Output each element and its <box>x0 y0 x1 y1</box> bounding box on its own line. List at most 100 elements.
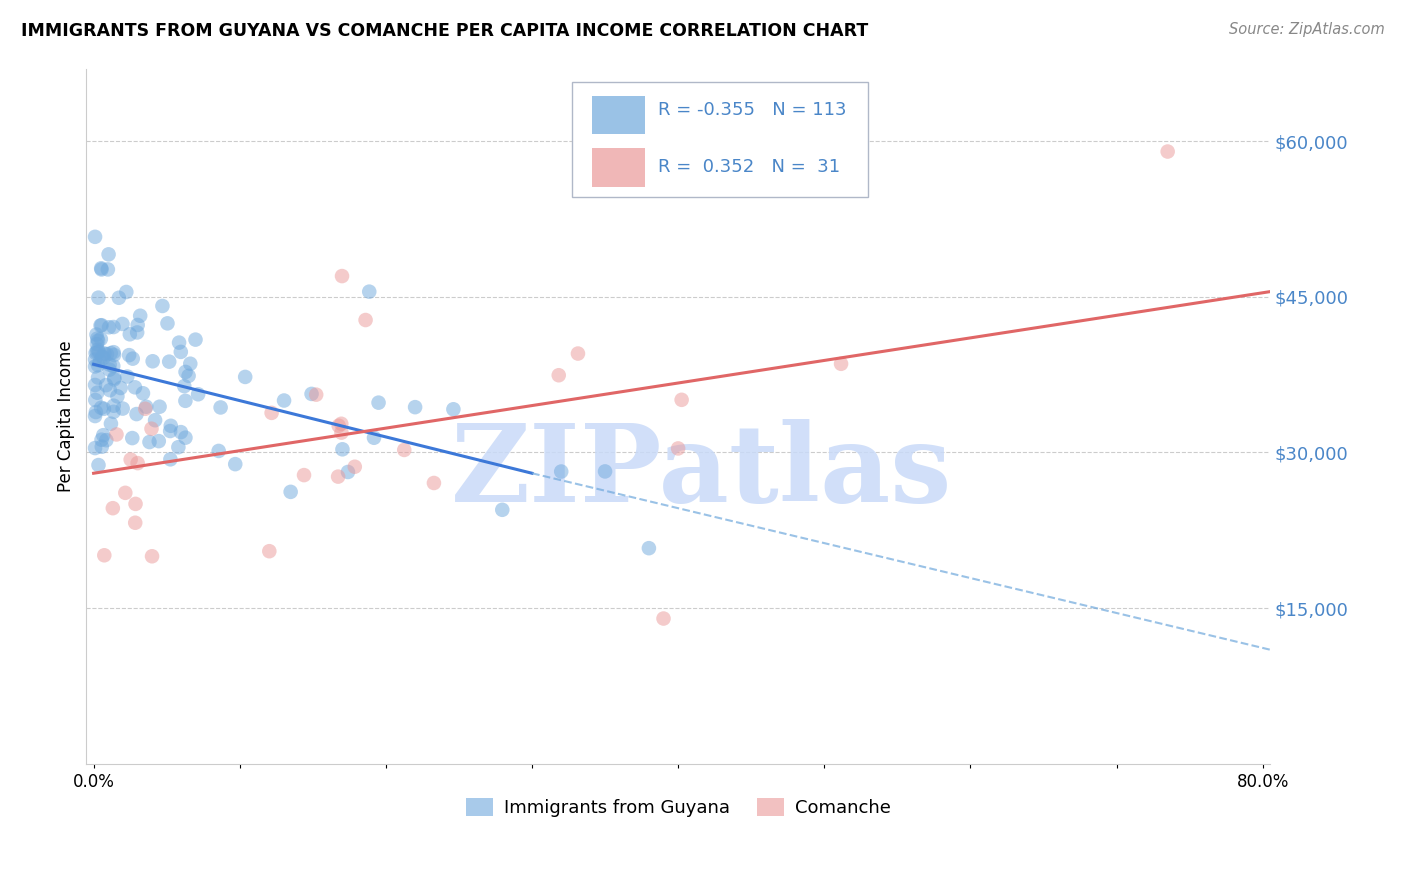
Point <box>330 268 353 283</box>
Point <box>124 380 146 394</box>
Point <box>652 611 675 625</box>
Point <box>170 344 193 359</box>
Point <box>491 503 513 517</box>
Point <box>86 343 108 357</box>
Point <box>87 370 110 384</box>
Point <box>124 516 146 530</box>
Text: Source: ZipAtlas.com: Source: ZipAtlas.com <box>1229 22 1385 37</box>
Point <box>441 402 464 417</box>
Point <box>86 385 108 400</box>
Point <box>127 456 149 470</box>
Point <box>84 441 107 455</box>
Point <box>292 468 315 483</box>
Point <box>84 230 107 244</box>
Point <box>157 354 180 368</box>
Point <box>120 452 142 467</box>
Point <box>141 549 163 564</box>
Point <box>187 387 209 401</box>
Point <box>143 413 166 427</box>
Point <box>87 358 110 372</box>
Point <box>129 309 152 323</box>
Point <box>208 444 231 458</box>
Point <box>142 354 165 368</box>
Point <box>90 332 112 346</box>
Point <box>90 440 112 454</box>
Point <box>141 422 163 436</box>
Legend: Immigrants from Guyana, Comanche: Immigrants from Guyana, Comanche <box>458 790 898 824</box>
Point <box>105 427 128 442</box>
Point <box>98 362 121 376</box>
Point <box>593 464 616 478</box>
Point <box>108 291 131 305</box>
Point <box>84 346 107 360</box>
Point <box>138 435 160 450</box>
Point <box>209 401 232 415</box>
Point <box>301 387 323 401</box>
Point <box>103 399 125 413</box>
Point <box>96 347 118 361</box>
Point <box>91 350 114 364</box>
Point <box>330 417 353 431</box>
Bar <box>592 148 645 186</box>
Point <box>107 389 129 403</box>
Point <box>101 501 124 516</box>
Point <box>359 285 381 299</box>
Point <box>103 371 125 385</box>
Point <box>127 326 149 340</box>
Point <box>423 475 446 490</box>
Point <box>84 405 107 419</box>
Point <box>87 334 110 348</box>
Bar <box>592 96 645 135</box>
Point <box>132 386 155 401</box>
Point <box>148 434 170 449</box>
Point <box>134 401 156 416</box>
Text: R =  0.352   N =  31: R = 0.352 N = 31 <box>658 158 841 176</box>
Y-axis label: Per Capita Income: Per Capita Income <box>58 341 75 492</box>
Point <box>110 381 132 395</box>
Point <box>117 369 139 384</box>
Point <box>550 465 572 479</box>
Point <box>547 368 569 383</box>
Point <box>114 486 136 500</box>
Point <box>259 544 281 558</box>
Point <box>98 358 121 372</box>
Point <box>90 401 112 415</box>
Point <box>96 433 118 447</box>
Point <box>224 457 246 471</box>
Point <box>90 433 112 447</box>
Point <box>103 405 125 419</box>
Text: ZIPatlas: ZIPatlas <box>451 419 952 524</box>
Point <box>121 351 143 366</box>
Point <box>260 406 283 420</box>
Point <box>89 353 111 368</box>
Point <box>233 370 256 384</box>
Point <box>84 352 107 367</box>
Point <box>124 497 146 511</box>
Point <box>86 327 108 342</box>
Point <box>93 346 115 360</box>
Point <box>174 365 197 379</box>
Point <box>94 378 117 392</box>
Point <box>179 357 201 371</box>
Point <box>330 425 353 440</box>
Point <box>159 452 181 467</box>
Point <box>86 345 108 359</box>
Point <box>87 345 110 359</box>
Text: R = -0.355   N = 113: R = -0.355 N = 113 <box>658 101 846 119</box>
Point <box>273 393 295 408</box>
Point <box>118 348 141 362</box>
Point <box>638 541 661 556</box>
Point <box>91 428 114 442</box>
Point <box>115 285 138 299</box>
Point <box>98 383 121 397</box>
Point <box>125 407 148 421</box>
Point <box>280 484 302 499</box>
Text: IMMIGRANTS FROM GUYANA VS COMANCHE PER CAPITA INCOME CORRELATION CHART: IMMIGRANTS FROM GUYANA VS COMANCHE PER C… <box>21 22 869 40</box>
Point <box>332 442 354 457</box>
Point <box>326 469 349 483</box>
Point <box>174 393 197 408</box>
Point <box>98 320 121 334</box>
Point <box>118 327 141 342</box>
Point <box>367 395 389 409</box>
Point <box>148 400 170 414</box>
